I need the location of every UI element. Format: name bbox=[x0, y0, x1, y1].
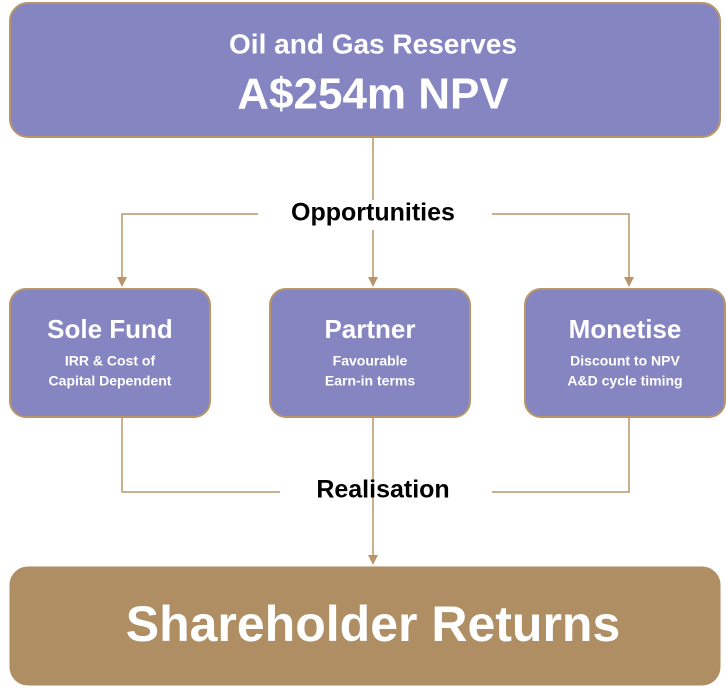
top-box bbox=[9, 2, 721, 138]
option-line: IRR & Cost of bbox=[65, 353, 156, 369]
option-line: A&D cycle timing bbox=[567, 373, 682, 389]
option-box bbox=[9, 288, 211, 418]
connectors bbox=[117, 138, 634, 565]
option-line: Capital Dependent bbox=[49, 373, 172, 389]
top-value: A$254m NPV bbox=[237, 70, 509, 119]
top-title: Oil and Gas Reserves bbox=[229, 28, 517, 59]
option-box bbox=[524, 288, 726, 418]
option-box bbox=[269, 288, 471, 418]
option-line: Earn-in terms bbox=[325, 373, 415, 389]
bottom-title: Shareholder Returns bbox=[126, 596, 621, 652]
option-title: Partner bbox=[324, 314, 415, 344]
upper-label: Opportunities bbox=[291, 199, 455, 227]
option-line: Favourable bbox=[333, 353, 408, 369]
option-title: Monetise bbox=[569, 314, 682, 344]
bottom-box bbox=[9, 566, 721, 686]
option-line: Discount to NPV bbox=[570, 353, 680, 369]
option-title: Sole Fund bbox=[47, 314, 173, 344]
label-bg bbox=[270, 200, 478, 230]
lower-label: Realisation bbox=[316, 476, 449, 504]
